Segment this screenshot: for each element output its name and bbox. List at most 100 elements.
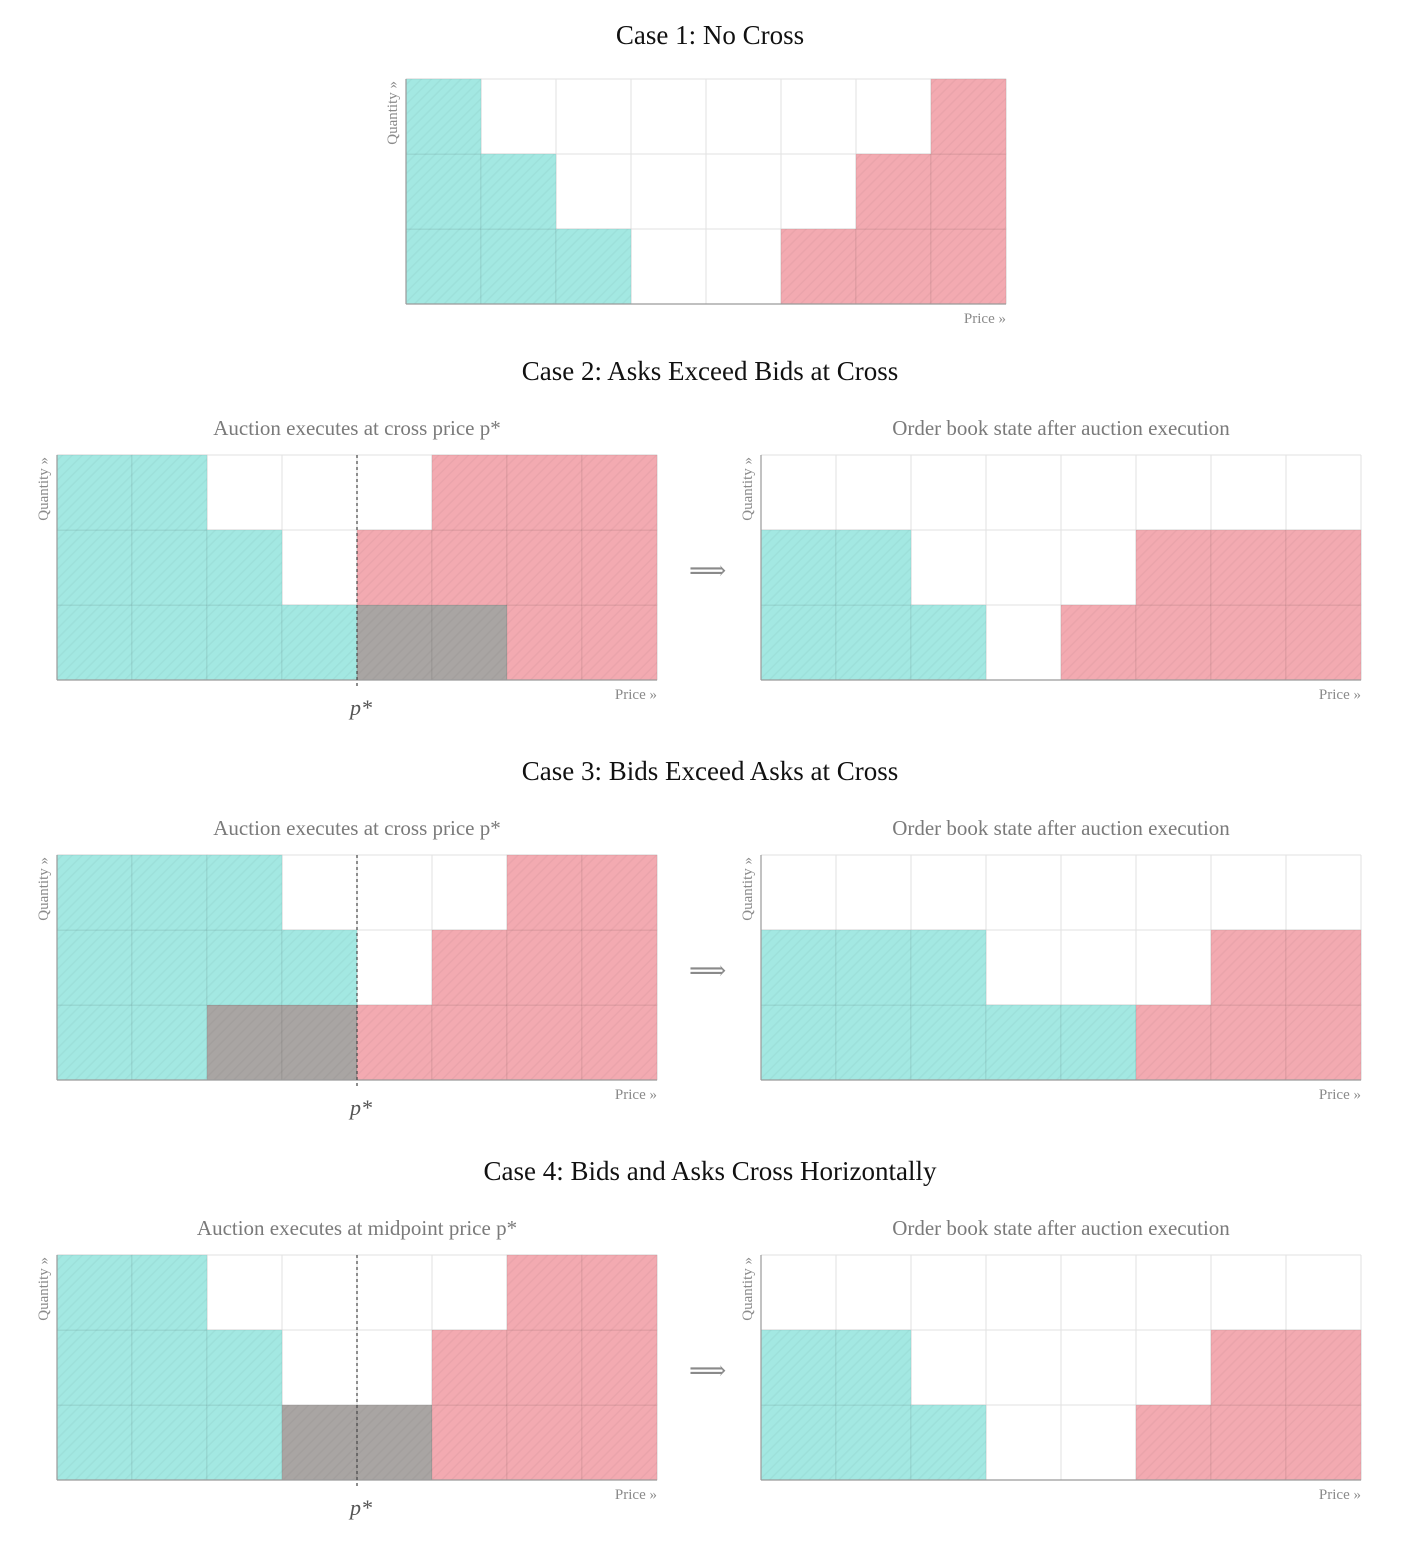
case-2-after-subtitle: Order book state after auction execution [892,416,1230,440]
bid-cell-hatch [207,530,282,605]
matched-cell-hatch [282,1005,357,1080]
case-2-title: Case 2: Asks Exceed Bids at Cross [521,356,899,386]
bid-cell-hatch [986,1005,1061,1080]
bid-cell-hatch [57,855,132,930]
y-axis-label: Quantity » [740,857,756,921]
bid-cell-hatch [282,930,357,1005]
bid-cell-hatch [132,530,207,605]
ask-cell-hatch [432,455,507,530]
case-3-after-chart: Price » Quantity » [740,854,1362,1103]
ask-cell-hatch [582,455,657,530]
ask-cell-hatch [1136,530,1211,605]
ask-cell-hatch [432,530,507,605]
bid-cell-hatch [207,605,282,680]
bid-cell-hatch [481,229,556,304]
x-axis-label: Price » [1319,1487,1361,1503]
matched-cell-hatch [357,605,432,680]
bid-cell-hatch [1061,1005,1136,1080]
bid-cell-hatch [207,1330,282,1405]
bid-cell-hatch [132,1255,207,1330]
ask-cell-hatch [1286,1005,1361,1080]
ask-cell-hatch [582,1005,657,1080]
case-3-transition-arrow: ⟹ [689,956,727,985]
case-3-after-subtitle: Order book state after auction execution [892,816,1230,840]
x-axis-label: Price » [615,1487,657,1503]
ask-cell-hatch [1211,605,1286,680]
y-axis-label: Quantity » [36,457,52,521]
ask-cell-hatch [432,930,507,1005]
bid-cell-hatch [836,1330,911,1405]
ask-cell-hatch [931,79,1006,154]
bid-cell-hatch [761,530,836,605]
ask-cell-hatch [432,1005,507,1080]
ask-cell-hatch [357,530,432,605]
ask-cell-hatch [432,1330,507,1405]
ask-cell-hatch [1211,530,1286,605]
ask-cell-hatch [507,855,582,930]
bid-cell-hatch [406,79,481,154]
bid-cell-hatch [761,1005,836,1080]
bid-cell-hatch [57,1255,132,1330]
ask-cell-hatch [507,1405,582,1480]
x-axis-label: Price » [964,311,1006,327]
bid-cell-hatch [911,1005,986,1080]
matched-cell-hatch [207,1005,282,1080]
bid-cell-hatch [57,530,132,605]
y-axis-label: Quantity » [36,1257,52,1321]
bid-cell-hatch [761,605,836,680]
bid-cell-hatch [761,930,836,1005]
bid-cell-hatch [556,229,631,304]
bid-cell-hatch [836,605,911,680]
y-axis-label: Quantity » [740,457,756,521]
ask-cell-hatch [1286,1330,1361,1405]
bid-cell-hatch [406,229,481,304]
ask-cell-hatch [357,1005,432,1080]
bid-cell-hatch [57,455,132,530]
cross-price-label: p* [348,695,372,720]
bid-cell-hatch [57,930,132,1005]
matched-cell-hatch [282,1405,357,1480]
bid-cell-hatch [132,930,207,1005]
bid-cell-hatch [132,855,207,930]
case-2-transition-arrow: ⟹ [689,556,727,585]
ask-cell-hatch [1211,1405,1286,1480]
bid-cell-hatch [132,1005,207,1080]
bid-cell-hatch [761,1330,836,1405]
bid-cell-hatch [132,605,207,680]
bid-cell-hatch [132,1405,207,1480]
ask-cell-hatch [856,229,931,304]
bid-cell-hatch [836,930,911,1005]
bid-cell-hatch [282,605,357,680]
ask-cell-hatch [1136,1005,1211,1080]
bid-cell-hatch [57,1330,132,1405]
case-2-after-chart: Price » Quantity » [740,454,1362,703]
case-4-after-subtitle: Order book state after auction execution [892,1216,1230,1240]
case-3-before-subtitle: Auction executes at cross price p* [213,816,501,840]
ask-cell-hatch [432,1405,507,1480]
case-4-before-subtitle: Auction executes at midpoint price p* [196,1216,518,1240]
bid-cell-hatch [207,1405,282,1480]
ask-cell-hatch [1211,1005,1286,1080]
ask-cell-hatch [582,530,657,605]
ask-cell-hatch [507,605,582,680]
bid-cell-hatch [836,1405,911,1480]
y-axis-label: Quantity » [385,81,401,145]
ask-cell-hatch [1211,1330,1286,1405]
ask-cell-hatch [1136,1405,1211,1480]
bid-cell-hatch [57,1005,132,1080]
ask-cell-hatch [856,154,931,229]
case-4-transition-arrow: ⟹ [689,1356,727,1385]
bid-cell-hatch [836,1005,911,1080]
ask-cell-hatch [1286,930,1361,1005]
case-4-title: Case 4: Bids and Asks Cross Horizontally [483,1156,937,1186]
case-1-title: Case 1: No Cross [615,20,805,50]
cross-price-label: p* [348,1495,372,1520]
x-axis-label: Price » [615,687,657,703]
bid-cell-hatch [836,530,911,605]
x-axis-label: Price » [1319,1087,1361,1103]
bid-cell-hatch [207,930,282,1005]
case-4-after-chart: Price » Quantity » [740,1254,1362,1503]
bid-cell-hatch [911,930,986,1005]
ask-cell-hatch [507,455,582,530]
bid-cell-hatch [57,605,132,680]
